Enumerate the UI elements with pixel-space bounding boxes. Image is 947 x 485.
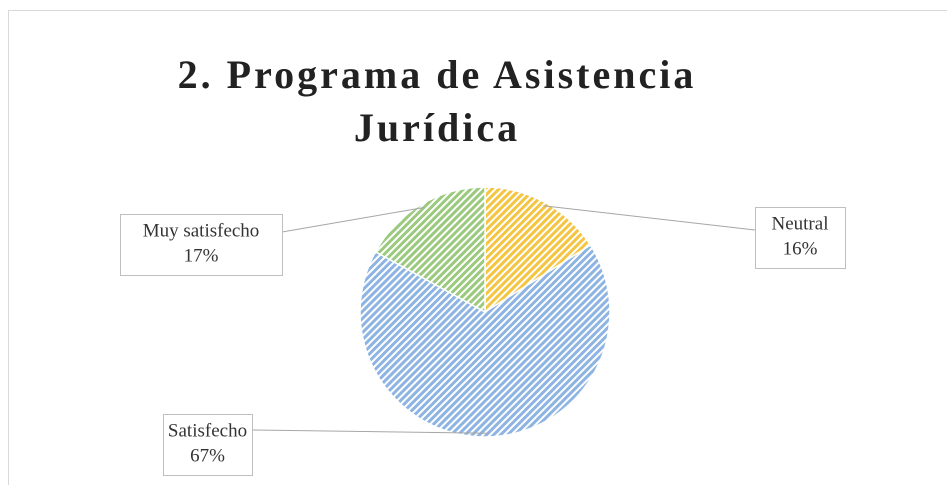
data-label-name: Neutral bbox=[772, 213, 829, 234]
chart-frame bbox=[8, 10, 947, 485]
data-label-name: Muy satisfecho bbox=[143, 220, 260, 241]
data-label-name: Satisfecho bbox=[168, 420, 247, 441]
label-box bbox=[120, 214, 283, 276]
leader-line bbox=[251, 429, 489, 434]
pie-slice bbox=[359, 243, 611, 438]
pie-slice bbox=[374, 186, 486, 314]
chart-title: 2. Programa de Asistencia Jurídica bbox=[177, 52, 697, 150]
leader-line bbox=[543, 205, 756, 231]
pie-slice bbox=[484, 186, 592, 314]
data-label-value: 16% bbox=[783, 238, 818, 259]
data-label-value: 17% bbox=[184, 245, 219, 266]
label-box bbox=[163, 414, 253, 476]
leader-line bbox=[281, 207, 424, 233]
label-box bbox=[755, 207, 846, 269]
data-label-value: 67% bbox=[190, 445, 225, 466]
